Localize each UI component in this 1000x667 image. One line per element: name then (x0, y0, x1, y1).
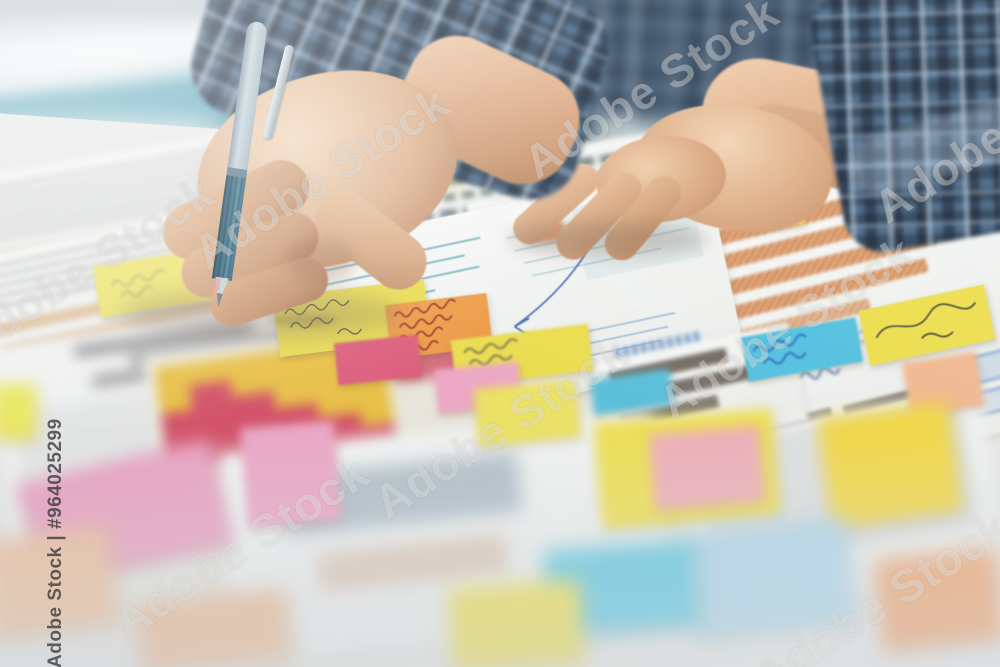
sticky-lightblue-bottom-right (684, 517, 858, 641)
sticky-yellow-bottom (447, 579, 585, 667)
pencil-scribble (111, 269, 166, 297)
sticky-pink-bottom-mid (648, 425, 766, 511)
sticky-orange-bottom-right (873, 547, 1000, 653)
pen-tip-point (215, 293, 223, 308)
red-handwriting (393, 298, 456, 351)
sticky-magenta-small (334, 334, 422, 386)
sticky-yellow-center-low (473, 378, 581, 448)
pen-signature-scribble (875, 301, 977, 339)
handwriting-scribble (284, 299, 363, 335)
sticky-yellow-signed (858, 284, 996, 366)
sticky-cyan-notes (740, 317, 864, 382)
faint-wireframe-box (315, 533, 510, 594)
sticky-orange-red-notes (385, 292, 493, 360)
sticky-peach-bottom-left (0, 525, 121, 641)
sticky-yellow-left (92, 246, 230, 318)
sticky-pink-mid (239, 420, 343, 528)
sticky-yellow-left-edge (0, 384, 36, 440)
sticky-yellow-bottom-right (816, 401, 964, 529)
sticky-yellow-under-pen (272, 278, 432, 358)
blue-handwriting (752, 333, 807, 365)
